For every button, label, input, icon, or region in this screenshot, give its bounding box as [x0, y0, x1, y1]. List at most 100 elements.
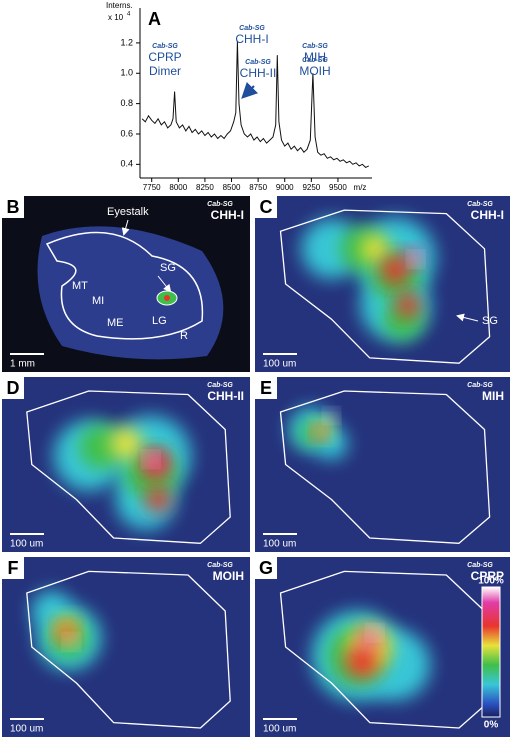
- letter-box: [2, 557, 24, 579]
- letter-box: [2, 196, 24, 218]
- x-tick-label: 9500: [329, 183, 347, 192]
- region-label: SG: [160, 262, 176, 274]
- sg-core: [164, 295, 170, 301]
- annotation-prefix: Cab-SG: [302, 43, 328, 50]
- intensity-blob: [369, 627, 380, 638]
- x-tick-label: 8250: [196, 183, 214, 192]
- intensity-blob: [410, 254, 421, 265]
- outline: [279, 390, 491, 544]
- panel-letter: A: [148, 9, 161, 29]
- heatmap: [26, 390, 231, 544]
- y-unit: x 10: [108, 13, 124, 22]
- spectrum-line: [141, 41, 370, 168]
- x-tick-label: 7750: [143, 183, 161, 192]
- y-tick-label: 1.2: [120, 37, 133, 47]
- region-label: LG: [152, 315, 167, 327]
- region-label: MI: [92, 295, 104, 307]
- outline: [279, 570, 491, 729]
- intensity-blob: [381, 255, 410, 284]
- y-unit-label: Interns.: [106, 1, 133, 10]
- heatmap: [279, 390, 491, 544]
- annotation: Dimer: [149, 64, 181, 78]
- panel-letter: D: [7, 378, 20, 398]
- y-tick-label: 0.6: [120, 128, 133, 138]
- intensity-blob: [346, 645, 379, 678]
- panel-letter: G: [259, 558, 273, 578]
- region-label: Eyestalk: [107, 206, 149, 218]
- scale-label: 100 um: [10, 724, 43, 735]
- panel-letter: C: [260, 197, 273, 217]
- annotation-arrow: [241, 81, 259, 99]
- y-tick-label: 0.8: [120, 98, 133, 108]
- letter-box: [255, 377, 277, 399]
- intensity-blob: [66, 636, 77, 647]
- intensity-blob: [360, 234, 389, 263]
- x-tick-label: 9000: [276, 183, 294, 192]
- intensity-blob: [326, 410, 337, 421]
- colorbar-label: 100%: [478, 576, 504, 587]
- panel-title: CHH-I: [471, 208, 504, 222]
- outline: [279, 209, 491, 364]
- heatmap: [37, 226, 224, 360]
- tissue: [37, 226, 224, 360]
- outline: [26, 390, 231, 544]
- panel-prefix: Cab-SG: [467, 201, 493, 208]
- label-arrow: [157, 275, 172, 293]
- annotation-prefix: Cab-SG: [152, 43, 178, 50]
- x-tick-label: 8500: [223, 183, 241, 192]
- intensity-blob: [110, 427, 142, 460]
- annotation: MOIH: [299, 64, 330, 78]
- scale-label: 1 mm: [10, 359, 35, 370]
- panel-background: [255, 377, 510, 552]
- letter-box: [255, 196, 277, 218]
- annotation: CHH-II: [240, 66, 277, 80]
- letter-box: [255, 557, 277, 579]
- panel-prefix: Cab-SG: [207, 562, 233, 569]
- colorbar-label: 0%: [484, 720, 499, 731]
- panel-title: CPRP: [471, 569, 504, 583]
- scale-label: 100 um: [263, 359, 296, 370]
- y-tick-label: 0.4: [120, 159, 133, 169]
- heatmap: [279, 209, 491, 364]
- panel-title: CHH-II: [207, 389, 244, 403]
- colorbar: [481, 586, 501, 718]
- outline: [45, 231, 204, 340]
- scale-label: 100 um: [10, 539, 43, 550]
- intensity-blob: [312, 427, 325, 439]
- annotation-prefix: Cab-SG: [302, 57, 328, 64]
- scale-label: 100 um: [263, 724, 296, 735]
- panel-letter: B: [7, 197, 20, 217]
- region-label: ME: [107, 317, 124, 329]
- annotation: CHH-I: [235, 32, 268, 46]
- heatmap: [279, 570, 491, 729]
- panel-prefix: Cab-SG: [207, 382, 233, 389]
- panel-letter: E: [260, 378, 272, 398]
- letter-box: [2, 377, 24, 399]
- x-tick-label: 8000: [169, 183, 187, 192]
- x-axis-label: m/z: [354, 183, 367, 192]
- panel-prefix: Cab-SG: [207, 201, 233, 208]
- outline: [26, 570, 231, 729]
- panel-letter: F: [8, 558, 19, 578]
- y-tick-label: 1.0: [120, 68, 133, 78]
- panel-prefix: Cab-SG: [467, 382, 493, 389]
- region-label: SG: [482, 315, 498, 327]
- annotation-prefix: Cab-SG: [239, 25, 265, 32]
- panel-title: MIH: [482, 389, 504, 403]
- intensity-blob: [145, 454, 156, 465]
- intensity-blob: [396, 293, 420, 318]
- region-label: MT: [72, 280, 88, 292]
- x-tick-label: 9250: [302, 183, 320, 192]
- region-label: R: [180, 330, 188, 342]
- label-arrow: [456, 313, 479, 322]
- annotation-prefix: Cab-SG: [245, 59, 271, 66]
- panel-title: CHH-I: [211, 208, 244, 222]
